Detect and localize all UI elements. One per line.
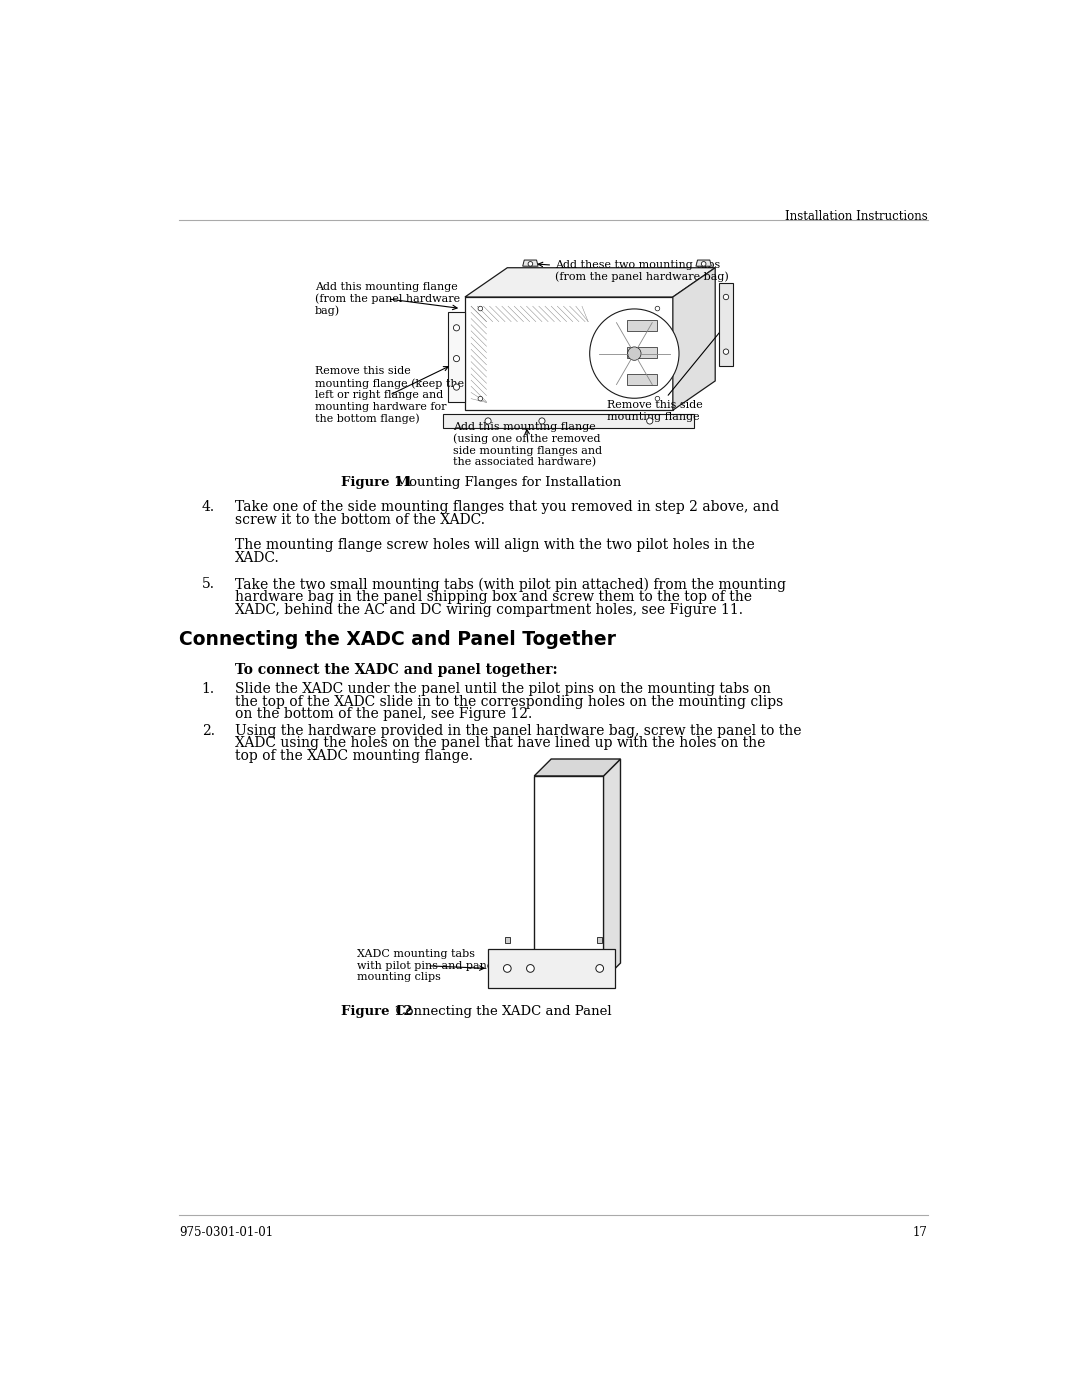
Polygon shape xyxy=(604,759,621,979)
Text: top of the XADC mounting flange.: top of the XADC mounting flange. xyxy=(234,749,473,763)
Polygon shape xyxy=(465,268,715,298)
Circle shape xyxy=(485,418,491,425)
Bar xyxy=(626,346,658,358)
Text: Remove this side
mounting flange (keep the
left or right flange and
mounting har: Remove this side mounting flange (keep t… xyxy=(314,366,464,425)
Circle shape xyxy=(656,397,660,401)
Text: Figure 12: Figure 12 xyxy=(341,1006,413,1018)
Text: Using the hardware provided in the panel hardware bag, screw the panel to the: Using the hardware provided in the panel… xyxy=(234,724,801,738)
Text: Add these two mounting tabs
(from the panel hardware bag): Add these two mounting tabs (from the pa… xyxy=(538,260,729,282)
Text: 975-0301-01-01: 975-0301-01-01 xyxy=(179,1227,273,1239)
Text: Add this mounting flange
(from the panel hardware
bag): Add this mounting flange (from the panel… xyxy=(314,282,460,316)
Bar xyxy=(626,320,658,331)
Text: Take the two small mounting tabs (with pilot pin attached) from the mounting: Take the two small mounting tabs (with p… xyxy=(234,577,786,592)
Circle shape xyxy=(527,964,535,972)
Polygon shape xyxy=(696,260,712,267)
Text: Take one of the side mounting flanges that you removed in step 2 above, and: Take one of the side mounting flanges th… xyxy=(234,500,779,514)
Circle shape xyxy=(539,418,545,425)
Text: Installation Instructions: Installation Instructions xyxy=(785,210,928,224)
Text: Connecting the XADC and Panel: Connecting the XADC and Panel xyxy=(387,1006,611,1018)
Circle shape xyxy=(656,306,660,312)
Bar xyxy=(597,937,602,943)
Circle shape xyxy=(590,309,679,398)
Text: 2.: 2. xyxy=(202,724,215,738)
Circle shape xyxy=(454,324,460,331)
Text: 4.: 4. xyxy=(202,500,215,514)
Text: To connect the XADC and panel together:: To connect the XADC and panel together: xyxy=(234,662,557,676)
Text: Add this mounting flange
(using one of the removed
side mounting flanges and
the: Add this mounting flange (using one of t… xyxy=(454,422,603,468)
Polygon shape xyxy=(719,284,733,366)
Text: Slide the XADC under the panel until the pilot pins on the mounting tabs on: Slide the XADC under the panel until the… xyxy=(234,682,771,696)
Text: XADC mounting tabs
with pilot pins and panel
mounting clips: XADC mounting tabs with pilot pins and p… xyxy=(357,949,497,982)
Text: 5.: 5. xyxy=(202,577,215,591)
Text: 1.: 1. xyxy=(202,682,215,696)
Circle shape xyxy=(454,384,460,390)
Text: 17: 17 xyxy=(913,1227,928,1239)
Text: XADC using the holes on the panel that have lined up with the holes on the: XADC using the holes on the panel that h… xyxy=(234,736,765,750)
Text: Figure 11: Figure 11 xyxy=(341,475,413,489)
Bar xyxy=(626,374,658,384)
Circle shape xyxy=(701,261,706,267)
Polygon shape xyxy=(465,298,673,411)
Polygon shape xyxy=(535,775,604,979)
Circle shape xyxy=(724,295,729,300)
Text: The mounting flange screw holes will align with the two pilot holes in the: The mounting flange screw holes will ali… xyxy=(234,538,755,552)
Text: Connecting the XADC and Panel Together: Connecting the XADC and Panel Together xyxy=(179,630,617,648)
Circle shape xyxy=(596,964,604,972)
Polygon shape xyxy=(673,268,715,411)
Polygon shape xyxy=(448,313,465,402)
Polygon shape xyxy=(488,949,616,988)
Text: hardware bag in the panel shipping box and screw them to the top of the: hardware bag in the panel shipping box a… xyxy=(234,590,752,604)
Text: XADC, behind the AC and DC wiring compartment holes, see Figure 11.: XADC, behind the AC and DC wiring compar… xyxy=(234,602,743,616)
Circle shape xyxy=(503,964,511,972)
Circle shape xyxy=(627,346,642,360)
Polygon shape xyxy=(535,759,621,775)
Text: Mounting Flanges for Installation: Mounting Flanges for Installation xyxy=(387,475,621,489)
Polygon shape xyxy=(523,260,538,267)
Circle shape xyxy=(478,397,483,401)
Circle shape xyxy=(454,355,460,362)
Text: the top of the XADC slide in to the corresponding holes on the mounting clips: the top of the XADC slide in to the corr… xyxy=(234,694,783,708)
Bar xyxy=(505,937,510,943)
Polygon shape xyxy=(444,414,694,427)
Circle shape xyxy=(647,418,652,425)
Circle shape xyxy=(724,349,729,355)
Text: Remove this side
mounting flange: Remove this side mounting flange xyxy=(607,319,730,422)
Circle shape xyxy=(478,306,483,312)
Text: XADC.: XADC. xyxy=(234,550,280,566)
Text: screw it to the bottom of the XADC.: screw it to the bottom of the XADC. xyxy=(234,513,485,527)
Circle shape xyxy=(528,261,532,267)
Text: on the bottom of the panel, see Figure 12.: on the bottom of the panel, see Figure 1… xyxy=(234,707,532,721)
